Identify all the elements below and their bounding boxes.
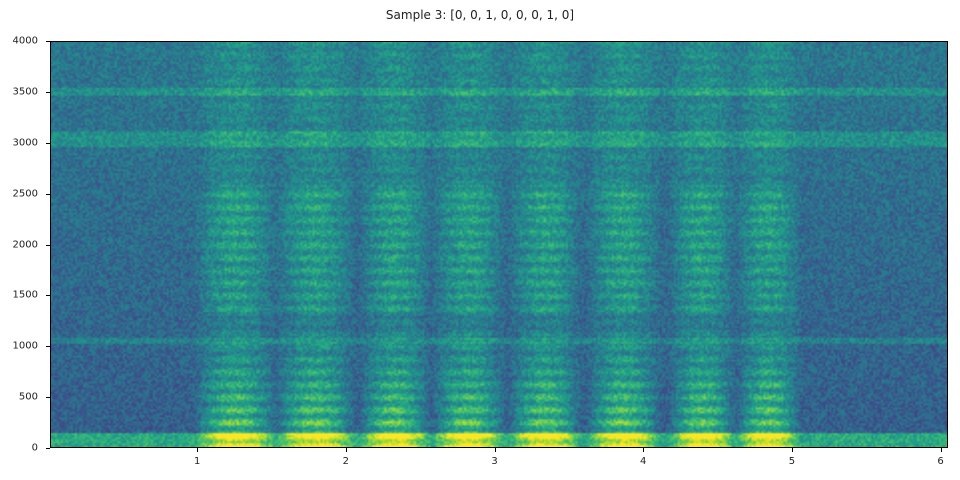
y-tick-mark: [46, 295, 50, 297]
x-tick-mark: [940, 448, 942, 452]
x-tick-label: 1: [194, 456, 201, 467]
y-tick-mark: [46, 244, 50, 246]
y-tick-mark: [46, 41, 50, 42]
y-tick-mark: [46, 193, 50, 195]
x-tick-mark: [643, 448, 645, 452]
chart-title: Sample 3: [0, 0, 1, 0, 0, 0, 1, 0]: [385, 8, 575, 22]
y-tick-label: 3500: [12, 86, 38, 98]
x-tick-label: 2: [342, 456, 350, 467]
spectrogram-heatmap: [51, 42, 947, 447]
x-tick-mark: [197, 448, 199, 452]
x-tick-label: 3: [491, 456, 498, 467]
x-tick-mark: [494, 448, 496, 452]
y-tick-label: 4000: [12, 35, 38, 47]
y-tick-label: 0: [31, 442, 38, 454]
y-tick-label: 3000: [12, 137, 38, 149]
y-tick-label: 2000: [12, 239, 38, 250]
y-tick-label: 500: [18, 391, 38, 403]
spectrogram-plot-area: [50, 41, 948, 448]
x-tick-label: 5: [788, 456, 796, 467]
x-tick-mark: [791, 448, 793, 452]
x-tick-label: 4: [640, 456, 647, 467]
y-tick-mark: [46, 91, 50, 93]
x-tick-label: 6: [937, 456, 944, 467]
y-tick-label: 1000: [12, 340, 38, 352]
y-tick-mark: [46, 346, 50, 348]
y-tick-mark: [46, 397, 50, 399]
y-tick-mark: [46, 142, 50, 144]
y-tick-mark: [46, 448, 50, 449]
x-tick-mark: [345, 448, 347, 452]
y-tick-label: 1500: [12, 289, 38, 301]
y-tick-label: 2500: [12, 188, 38, 200]
